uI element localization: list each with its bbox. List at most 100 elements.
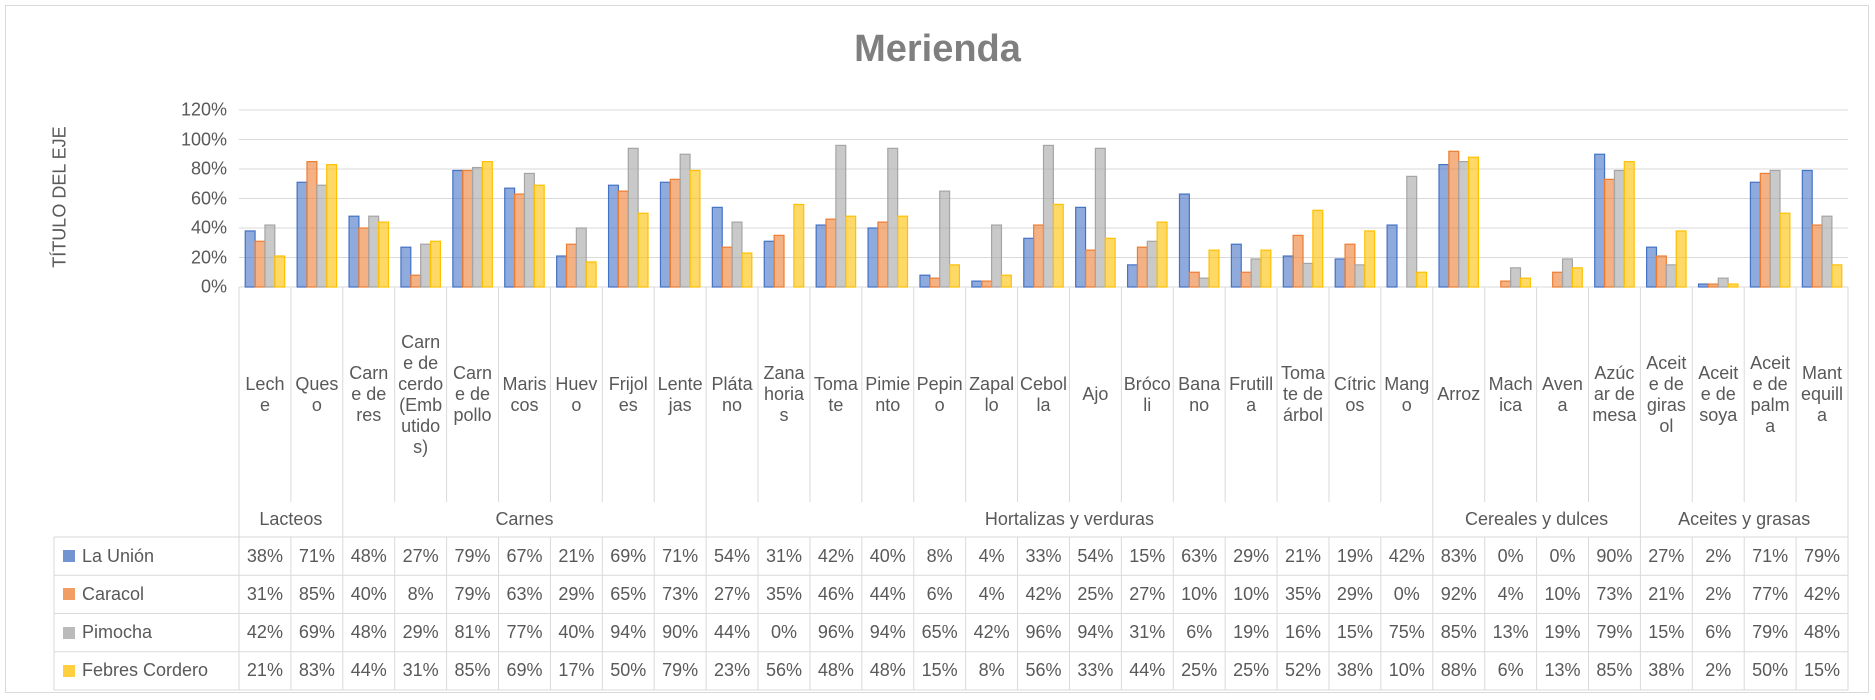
x-tick-label: Azúcar de mesa [1592,363,1637,425]
bar [659,181,671,288]
x-tick-label: Brócoli [1123,373,1171,415]
bar [877,221,889,288]
x-tick-label: Pimiento [865,373,911,415]
x-tick-label: Leche [245,373,285,415]
bar [264,224,276,288]
bar [763,240,775,288]
bar [887,147,899,288]
group-label: Carnes [495,509,554,529]
bar [306,161,318,288]
bar [793,203,805,288]
table-cell: 31% [1129,622,1166,643]
bar [556,255,568,288]
bar [1749,181,1761,288]
bar [378,221,390,288]
table-cell: 13% [1492,622,1529,643]
table-cell: 25% [1233,660,1270,681]
table-cell: 29% [1336,583,1373,604]
table-cell: 85% [454,660,491,681]
bar [845,215,857,288]
table-cell: 2% [1705,583,1732,604]
table-cell: 79% [1752,622,1789,643]
table-cell: 44% [869,583,906,604]
bar [1801,169,1813,288]
bar [1250,258,1262,288]
x-tick-label: Huevo [555,373,598,415]
bar [1334,258,1346,288]
y-tick-label: 20% [190,247,227,267]
table-cell: 23% [714,660,751,681]
table-cell: 21% [558,545,595,566]
table-cell: 17% [558,660,595,681]
bar [825,218,837,288]
bar [1094,147,1106,288]
table-cell: 44% [714,622,751,643]
bar [1571,267,1583,288]
chart-title: Merienda [854,28,1021,70]
bar [1665,264,1677,288]
table-cell: 42% [246,622,283,643]
table-cell: 54% [714,545,751,566]
table-cell: 69% [610,545,647,566]
table-cell: 90% [662,622,699,643]
x-tick-label: Carne de res [349,363,389,425]
bar [1519,277,1531,288]
bar [1467,156,1480,288]
x-tick-label: Banano [1178,373,1221,415]
table-cell: 81% [454,622,491,643]
x-tick-label: Frijoles [608,373,648,415]
group-label: Hortalizas y verduras [984,509,1154,529]
table-cell: 85% [1440,622,1477,643]
x-tick-label: Queso [295,373,339,415]
table-cell: 15% [921,660,958,681]
bar [617,190,629,288]
x-tick-label: Lentejas [657,373,703,415]
table-cell: 92% [1440,583,1477,604]
bar [585,261,597,288]
bar [1552,271,1564,288]
bar [1230,243,1242,288]
table-cell: 94% [869,622,906,643]
table-cell: 96% [1025,622,1062,643]
table-cell: 15% [1129,545,1166,566]
bar [533,184,545,288]
table-cell: 19% [1233,622,1270,643]
bar [1727,283,1739,288]
bar [1198,277,1210,288]
table-cell: 33% [1025,545,1062,566]
bar [1178,193,1190,288]
bar [471,166,484,288]
table-cell: 40% [558,622,595,643]
bar [990,224,1003,288]
legend-key [63,588,75,601]
table-cell: 48% [869,660,906,681]
bar [1033,224,1045,288]
bar [939,190,951,288]
table-cell: 35% [765,583,802,604]
table-cell: 13% [1544,660,1581,681]
legend-entry: Pimocha [82,622,153,643]
table-cell: 65% [921,622,958,643]
table-cell: 0% [770,622,797,643]
bar [1458,161,1470,288]
table-cell: 54% [1077,545,1114,566]
bar [721,246,733,288]
bar [1821,215,1833,288]
bar [815,224,827,288]
bar [1260,249,1272,288]
table-cell: 33% [1077,660,1114,681]
bar [637,212,649,288]
table-cell: 71% [662,545,699,566]
bar [1000,274,1012,288]
bar [400,246,412,288]
table-cell: 6% [1705,622,1732,643]
table-cell: 69% [298,622,335,643]
bar [627,147,639,288]
x-tick-label: Carne de cerdo (Embutidos) [398,331,444,457]
x-tick-label: Pepino [916,373,963,415]
table-cell: 15% [1804,660,1841,681]
y-tick-label: 120% [180,99,227,120]
bar [929,277,941,288]
